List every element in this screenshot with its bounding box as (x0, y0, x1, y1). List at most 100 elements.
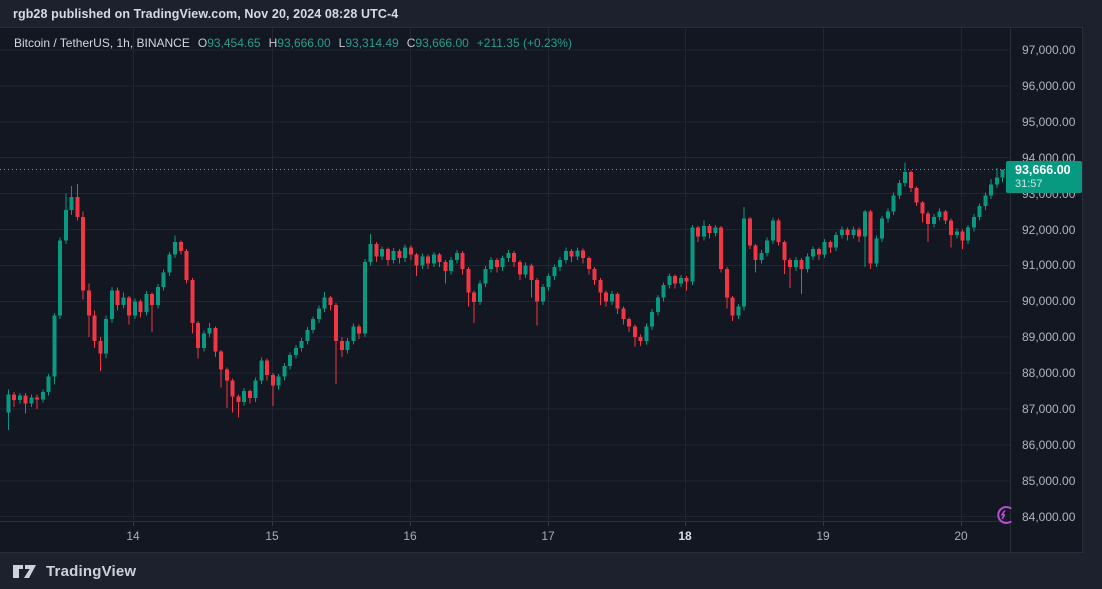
candle-body (494, 260, 499, 268)
candle-body (63, 209, 68, 241)
candle-body (23, 395, 28, 404)
chart-frame: Bitcoin / TetherUS, 1h, BINANCE O93,454.… (0, 27, 1083, 554)
candle-body (437, 254, 442, 262)
time-axis-label: 19 (816, 529, 830, 543)
candle-body (540, 286, 545, 302)
tradingview-wordmark[interactable]: TradingView (46, 562, 137, 580)
candle-body (207, 328, 212, 334)
candle-body (104, 319, 109, 354)
candle-body (908, 172, 913, 189)
candle-body (586, 258, 591, 269)
candle-body (661, 285, 666, 298)
candle-body (334, 304, 339, 341)
tradingview-logo-icon (13, 564, 36, 578)
candle-body (517, 261, 522, 275)
candle-body (316, 308, 321, 320)
chart-plot-area[interactable]: Bitcoin / TetherUS, 1h, BINANCE O93,454.… (0, 28, 1010, 521)
tradingview-footer[interactable]: TradingView (0, 553, 1102, 589)
candle-body (983, 195, 988, 207)
candle-body (500, 258, 505, 268)
candle-body (58, 240, 63, 316)
candle-body (621, 308, 626, 320)
candle-body (173, 242, 178, 255)
candle-body (615, 294, 620, 309)
candle-body (839, 229, 844, 235)
symbol-title[interactable]: Bitcoin / TetherUS, 1h, BINANCE (14, 36, 190, 50)
candle-body (724, 268, 729, 298)
candle-body (219, 351, 224, 370)
candle-body (759, 252, 764, 261)
candle-body (236, 396, 241, 402)
candle-body (362, 261, 367, 334)
candle-body (380, 249, 385, 257)
candle-body (35, 397, 40, 400)
candle-body (477, 283, 482, 303)
candle-body (805, 256, 810, 269)
candle-body (305, 330, 310, 341)
candle-body (178, 242, 183, 252)
candle-body (408, 247, 413, 255)
candle-body (684, 277, 689, 282)
candle-body (454, 252, 459, 261)
candle-body (322, 297, 327, 309)
candle-body (696, 227, 701, 237)
candle-body (196, 322, 201, 348)
candle-body (385, 249, 390, 261)
time-axis-tick (823, 522, 824, 526)
candle-body (512, 252, 517, 262)
candle-body (736, 306, 741, 316)
candle-body (569, 251, 574, 257)
candle-body (127, 297, 132, 316)
candle-body (897, 182, 902, 196)
candle-body (558, 260, 563, 268)
candle-body (414, 254, 419, 266)
candle-body (770, 220, 775, 241)
candle-body (592, 268, 597, 280)
last-price-value: 93,666.00 (1015, 162, 1071, 177)
symbol-legend[interactable]: Bitcoin / TetherUS, 1h, BINANCE O93,454.… (14, 36, 572, 50)
candle-body (811, 249, 816, 257)
candle-body (265, 360, 270, 375)
candle-body (655, 297, 660, 313)
candle-body (121, 297, 126, 305)
price-axis[interactable]: 97,000.00 96,000.00 95,000.00 94,000.00 93,0… (1010, 28, 1083, 554)
candle-body (609, 294, 614, 302)
candle-body (575, 250, 580, 257)
candle-body (747, 218, 752, 246)
candle-body (638, 337, 643, 341)
candle-body (311, 319, 316, 331)
candle-body (828, 242, 833, 248)
candle-body (880, 218, 885, 239)
time-axis-label: 18 (678, 529, 692, 543)
candle-body (753, 245, 758, 261)
time-axis[interactable]: 14 15 16 17 18 19 20 (0, 521, 1010, 554)
candle-body (466, 268, 471, 293)
candle-body (891, 195, 896, 212)
time-axis-label: 20 (954, 529, 968, 543)
candle-body (816, 249, 821, 255)
candle-body (994, 177, 999, 185)
time-axis-tick (685, 522, 686, 526)
purple-ring-icon (997, 506, 1012, 524)
candle-body (150, 294, 155, 305)
candle-body (954, 231, 959, 235)
candle-body (834, 234, 839, 248)
candle-body (144, 294, 149, 313)
candle-body (535, 279, 540, 302)
candle-body (17, 395, 22, 401)
candle-body (426, 256, 431, 264)
price-change: +211.35 (+0.23%) (476, 36, 572, 50)
candle-body (730, 297, 735, 316)
candle-body (627, 319, 632, 327)
candle-body (224, 369, 229, 381)
candle-body (397, 251, 402, 259)
candle-body (155, 286, 160, 305)
price-axis-label: 84,000.00 (1022, 509, 1076, 524)
candle-body (69, 197, 74, 210)
candle-body (420, 256, 425, 266)
candlestick-chart[interactable] (0, 28, 1010, 521)
candle-body (793, 260, 798, 268)
candle-body (678, 277, 683, 284)
candle-body (506, 252, 511, 259)
time-axis-tick (410, 522, 411, 526)
